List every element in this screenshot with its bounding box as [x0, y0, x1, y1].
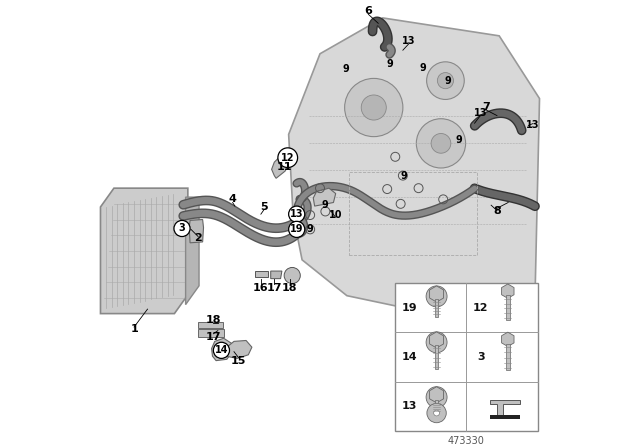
Polygon shape: [226, 340, 252, 358]
Text: 13: 13: [402, 401, 417, 411]
Text: 19: 19: [402, 303, 417, 313]
FancyBboxPatch shape: [435, 400, 438, 413]
Text: 6: 6: [364, 6, 372, 16]
Polygon shape: [100, 188, 188, 314]
Circle shape: [289, 221, 305, 237]
Text: 7: 7: [482, 102, 490, 112]
Text: 9: 9: [307, 224, 314, 234]
Polygon shape: [429, 332, 444, 348]
Circle shape: [289, 206, 305, 222]
Circle shape: [426, 286, 447, 307]
Text: 9: 9: [420, 63, 426, 73]
Circle shape: [437, 73, 454, 89]
Text: 10: 10: [329, 210, 342, 220]
Polygon shape: [314, 188, 335, 206]
Circle shape: [427, 403, 446, 423]
Text: 2: 2: [195, 233, 202, 243]
FancyBboxPatch shape: [506, 344, 509, 370]
Text: 473330: 473330: [448, 436, 485, 446]
Polygon shape: [271, 156, 289, 178]
Text: 9: 9: [386, 59, 393, 69]
Text: 18: 18: [282, 283, 298, 293]
FancyBboxPatch shape: [396, 283, 538, 431]
Text: 15: 15: [231, 356, 246, 366]
Text: 17: 17: [205, 332, 221, 342]
Polygon shape: [189, 220, 204, 243]
Polygon shape: [429, 387, 444, 403]
Polygon shape: [502, 332, 514, 346]
FancyBboxPatch shape: [435, 299, 438, 317]
Polygon shape: [429, 286, 444, 302]
Text: 13: 13: [402, 36, 415, 46]
FancyBboxPatch shape: [490, 415, 520, 419]
FancyBboxPatch shape: [506, 296, 509, 320]
Text: 9: 9: [342, 65, 349, 74]
Text: 9: 9: [401, 171, 408, 181]
Polygon shape: [255, 271, 269, 277]
Text: 14: 14: [214, 345, 228, 355]
Circle shape: [174, 220, 190, 237]
Circle shape: [344, 78, 403, 137]
Polygon shape: [271, 271, 282, 279]
Polygon shape: [289, 18, 540, 314]
Text: 4: 4: [228, 194, 237, 204]
Text: 9: 9: [321, 200, 328, 210]
Text: 13: 13: [526, 121, 540, 130]
Text: 13: 13: [290, 209, 303, 219]
Circle shape: [426, 387, 447, 408]
Text: 19: 19: [290, 224, 303, 234]
Text: 5: 5: [260, 202, 268, 212]
Text: 3: 3: [477, 352, 484, 362]
Circle shape: [431, 134, 451, 153]
Text: 3: 3: [179, 224, 186, 233]
Text: 13: 13: [474, 108, 487, 118]
Text: 9: 9: [456, 135, 462, 145]
Text: 12: 12: [473, 303, 488, 313]
Text: 8: 8: [493, 206, 501, 215]
Circle shape: [434, 410, 440, 416]
FancyBboxPatch shape: [435, 345, 438, 369]
FancyBboxPatch shape: [198, 329, 224, 337]
Text: 9: 9: [444, 76, 451, 86]
FancyBboxPatch shape: [198, 322, 223, 328]
Polygon shape: [186, 197, 199, 305]
Text: 1: 1: [130, 324, 138, 334]
Text: 17: 17: [266, 283, 282, 293]
Circle shape: [361, 95, 387, 120]
Text: 12: 12: [281, 153, 294, 163]
Text: 11: 11: [276, 162, 292, 172]
Circle shape: [417, 119, 466, 168]
Circle shape: [284, 267, 300, 284]
Polygon shape: [212, 338, 232, 361]
Polygon shape: [490, 400, 520, 416]
Circle shape: [278, 148, 298, 168]
Circle shape: [213, 342, 230, 358]
Polygon shape: [502, 284, 514, 298]
Text: 16: 16: [253, 283, 269, 293]
Text: 14: 14: [402, 352, 417, 362]
Text: 18: 18: [205, 315, 221, 325]
Circle shape: [426, 332, 447, 353]
Circle shape: [427, 62, 464, 99]
